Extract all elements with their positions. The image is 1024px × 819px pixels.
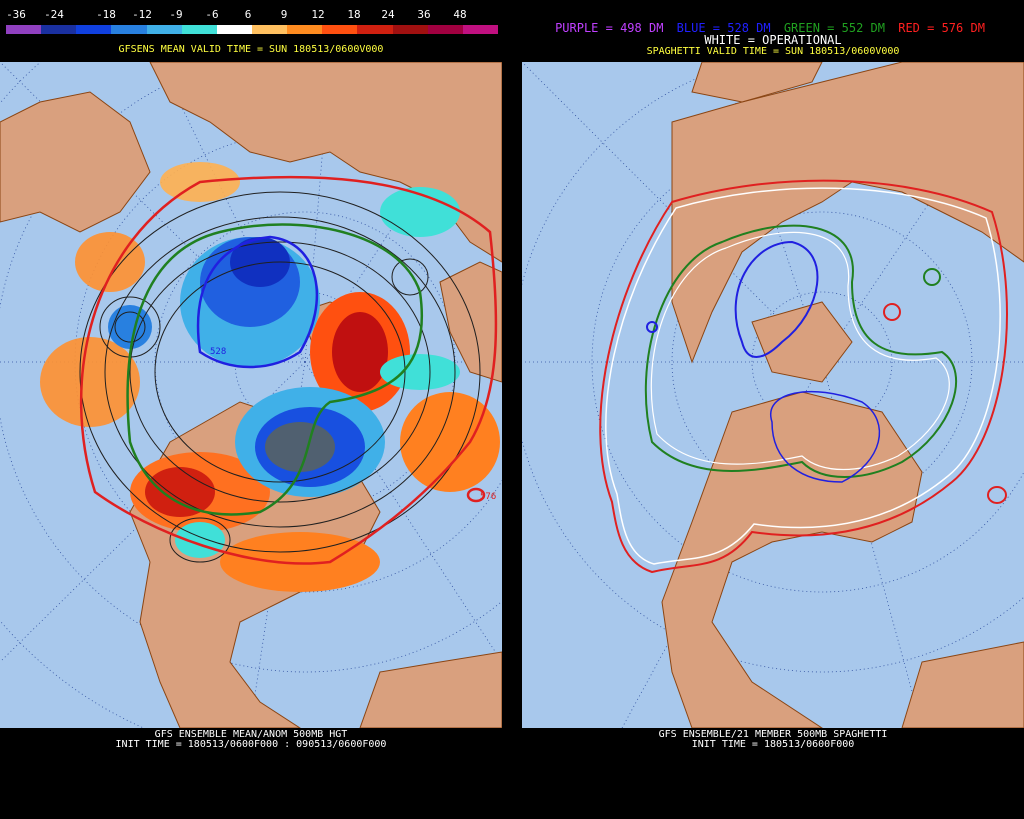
colorbar-tick: 18	[347, 8, 361, 21]
spaghetti-valid-time: SPAGHETTI VALID TIME = SUN 180513/0600V0…	[646, 46, 900, 57]
height-contours	[79, 191, 481, 563]
legend-purple: PURPLE = 498 DM	[555, 21, 664, 35]
footer-title: GFS ENSEMBLE/21 MEMBER 500MB SPAGHETTI	[658, 729, 888, 740]
colorbar-swatch	[216, 25, 252, 34]
colorbar-tick: 6	[244, 8, 252, 21]
colorbar-swatch	[462, 25, 498, 34]
colorbar-tick: -18	[96, 8, 116, 21]
colorbar-tick: -9	[169, 8, 183, 21]
footer-init-time: INIT TIME = 180513/0600F000 : 090513/060…	[115, 739, 387, 750]
legend-green: GREEN = 552 DM	[783, 21, 885, 35]
colorbar-swatch	[111, 25, 147, 34]
colorbar-tick: 48	[453, 8, 467, 21]
colorbar-tick: 9	[280, 8, 288, 21]
colorbar-tick-labels: -36 -24 -18 -12 -9 -6 6 9 12 18 24 36 48	[0, 8, 502, 21]
colorbar-swatch	[322, 25, 358, 34]
key-contours	[79, 175, 498, 565]
colorbar-swatch	[357, 25, 393, 34]
colorbar-swatch	[251, 25, 288, 34]
legend-white: WHITE = OPERATIONAL	[704, 33, 842, 47]
colorbar-swatch	[392, 25, 428, 34]
colorbar-swatch	[181, 25, 217, 34]
spaghetti-panel: PURPLE = 498 DM BLUE = 528 DM GREEN = 55…	[522, 0, 1024, 819]
colorbar-swatch	[146, 25, 182, 34]
legend-red: RED = 576 DM	[898, 21, 985, 35]
colorbar-swatch	[76, 25, 112, 34]
colorbar-tick: -36	[6, 8, 26, 21]
anomaly-colorbar	[6, 25, 498, 34]
colorbar-tick: -6	[205, 8, 219, 21]
spaghetti-contours	[599, 179, 1008, 574]
colorbar-swatch	[41, 25, 77, 34]
footer-title: GFS ENSEMBLE MEAN/ANOM 500MB HGT	[154, 729, 348, 740]
colorbar-swatch	[287, 25, 323, 34]
colorbar-swatch	[6, 25, 42, 34]
contour-label-576: 576	[480, 492, 496, 502]
anomaly-shading	[40, 162, 500, 592]
colorbar-tick: 36	[417, 8, 431, 21]
contour-label-528: 528	[210, 347, 226, 357]
contour-legend: PURPLE = 498 DM BLUE = 528 DM GREEN = 55…	[522, 22, 1024, 34]
spaghetti-map	[522, 62, 1024, 728]
legend-blue: BLUE = 528 DM	[676, 21, 771, 35]
valid-time-label: GFSENS MEAN VALID TIME = SUN 180513/0600…	[118, 44, 384, 55]
colorbar-swatch	[427, 25, 463, 34]
colorbar-tick: -24	[44, 8, 64, 21]
ensemble-mean-map: 576 528	[0, 62, 502, 728]
landmasses	[661, 62, 1024, 728]
ensemble-mean-panel: -36 -24 -18 -12 -9 -6 6 9 12 18 24 36 48…	[0, 0, 502, 819]
colorbar-tick: -12	[132, 8, 152, 21]
colorbar-tick: 24	[381, 8, 395, 21]
colorbar-tick: 12	[311, 8, 325, 21]
footer-init-time: INIT TIME = 180513/0600F000	[691, 739, 855, 750]
